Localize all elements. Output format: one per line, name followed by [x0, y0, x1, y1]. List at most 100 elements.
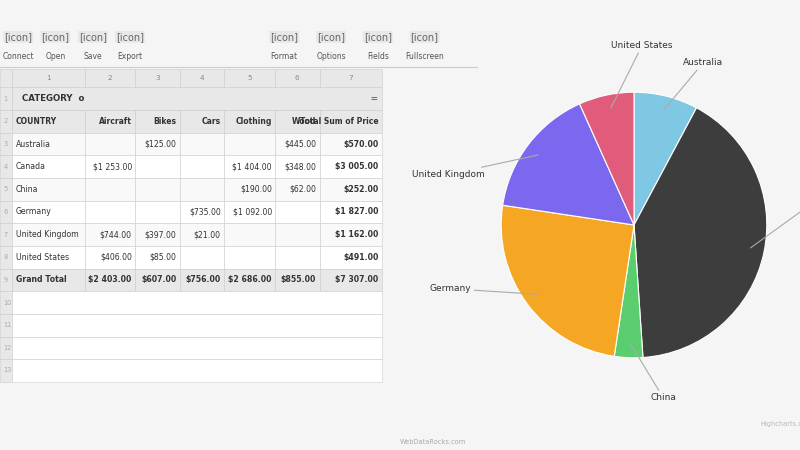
Bar — [13, 178, 85, 201]
Text: Grand Total: Grand Total — [16, 275, 66, 284]
Bar — [319, 155, 382, 178]
Bar — [0, 87, 13, 110]
Text: $756.00: $756.00 — [186, 275, 221, 284]
Bar — [135, 133, 179, 155]
Text: 11: 11 — [3, 322, 11, 328]
Text: 1: 1 — [3, 96, 7, 102]
Bar — [13, 110, 85, 133]
Bar — [13, 69, 85, 87]
Text: 4: 4 — [199, 75, 204, 81]
Text: WebDataRocks.com: WebDataRocks.com — [399, 439, 466, 445]
Bar — [0, 246, 13, 269]
Text: Connect: Connect — [2, 52, 34, 61]
Bar — [85, 223, 135, 246]
Bar — [13, 155, 85, 178]
Bar — [224, 69, 275, 87]
Bar — [319, 223, 382, 246]
Bar — [224, 269, 275, 291]
Text: Canada: Canada — [750, 191, 800, 248]
Bar — [135, 110, 179, 133]
Bar — [0, 337, 13, 359]
Text: $744.00: $744.00 — [100, 230, 132, 239]
Bar — [85, 155, 135, 178]
Bar — [179, 223, 224, 246]
Text: Fields: Fields — [367, 52, 389, 61]
Text: $62.00: $62.00 — [290, 185, 316, 194]
Bar — [224, 110, 275, 133]
Text: Highcharts.com: Highcharts.com — [761, 421, 800, 427]
Bar — [224, 246, 275, 269]
Text: Save: Save — [83, 52, 102, 61]
Wedge shape — [502, 205, 634, 356]
Text: 12: 12 — [3, 345, 12, 351]
Bar — [135, 201, 179, 223]
Bar — [135, 178, 179, 201]
Bar — [179, 155, 224, 178]
Text: 10: 10 — [3, 300, 12, 306]
Text: [icon]: [icon] — [78, 32, 106, 42]
Bar — [85, 269, 135, 291]
Text: Fullscreen: Fullscreen — [406, 52, 444, 61]
Bar — [275, 246, 319, 269]
Text: $607.00: $607.00 — [141, 275, 176, 284]
Text: $2 686.00: $2 686.00 — [228, 275, 272, 284]
Bar — [0, 178, 13, 201]
Text: 7: 7 — [3, 232, 7, 238]
Text: 9: 9 — [3, 277, 7, 283]
Bar — [224, 178, 275, 201]
Text: 3: 3 — [155, 75, 160, 81]
Text: Wood: Wood — [292, 117, 316, 126]
Text: 6: 6 — [295, 75, 300, 81]
Text: Open: Open — [46, 52, 66, 61]
Bar — [319, 178, 382, 201]
Text: =: = — [370, 94, 377, 104]
Text: Format: Format — [270, 52, 298, 61]
Text: COUNTRY: COUNTRY — [16, 117, 57, 126]
Bar — [319, 269, 382, 291]
Bar — [224, 223, 275, 246]
Bar — [135, 246, 179, 269]
Bar — [135, 223, 179, 246]
Text: $85.00: $85.00 — [150, 253, 176, 262]
Bar — [275, 110, 319, 133]
Bar — [13, 246, 85, 269]
Bar — [275, 69, 319, 87]
Bar — [85, 69, 135, 87]
Bar — [0, 69, 13, 87]
Text: United States: United States — [16, 253, 69, 262]
Text: $1 827.00: $1 827.00 — [335, 207, 378, 216]
Text: $1 162.00: $1 162.00 — [335, 230, 378, 239]
Text: $855.00: $855.00 — [281, 275, 316, 284]
Bar — [13, 314, 382, 337]
Wedge shape — [634, 92, 697, 225]
Bar — [0, 0, 478, 67]
Text: Total Sum of Price: Total Sum of Price — [300, 117, 378, 126]
Text: Germany: Germany — [430, 284, 538, 294]
Text: China: China — [630, 344, 676, 402]
Text: $445.00: $445.00 — [284, 140, 316, 148]
Text: [icon]: [icon] — [317, 32, 345, 42]
Bar — [85, 246, 135, 269]
Bar — [0, 359, 13, 382]
Text: $1 253.00: $1 253.00 — [93, 162, 132, 171]
Text: $7 307.00: $7 307.00 — [335, 275, 378, 284]
Text: $2 403.00: $2 403.00 — [89, 275, 132, 284]
Text: Canada: Canada — [16, 162, 46, 171]
Wedge shape — [502, 104, 634, 225]
Bar — [275, 155, 319, 178]
Text: $491.00: $491.00 — [343, 253, 378, 262]
Text: [icon]: [icon] — [410, 32, 438, 42]
Bar — [13, 87, 382, 110]
Text: 2: 2 — [3, 118, 7, 124]
Bar — [85, 133, 135, 155]
Wedge shape — [579, 92, 634, 225]
Text: Cars: Cars — [202, 117, 221, 126]
Text: 3: 3 — [3, 141, 7, 147]
Bar — [319, 110, 382, 133]
Text: Australia: Australia — [664, 58, 723, 109]
Text: $397.00: $397.00 — [145, 230, 176, 239]
Text: 13: 13 — [3, 368, 11, 374]
Bar — [135, 69, 179, 87]
Bar — [85, 178, 135, 201]
Bar — [0, 269, 13, 291]
